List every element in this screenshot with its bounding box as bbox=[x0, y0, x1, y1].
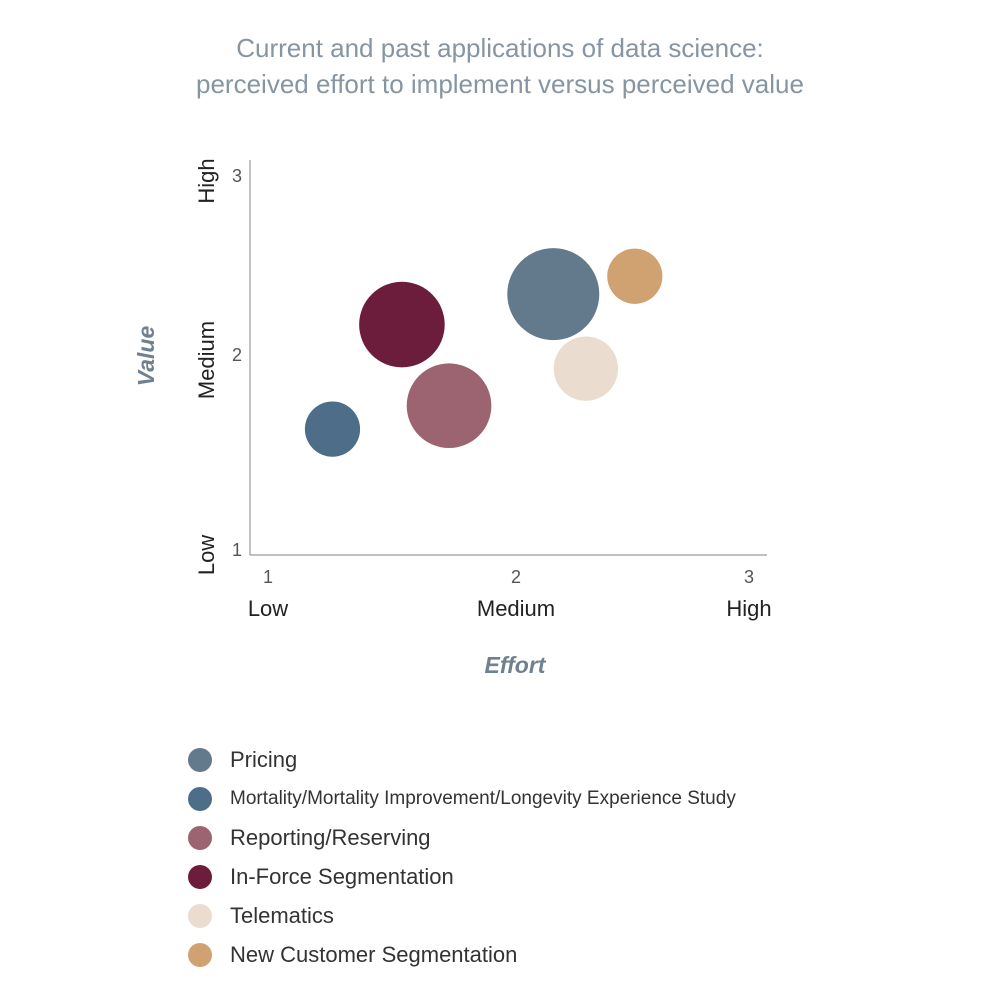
y-tick-label: High bbox=[194, 158, 219, 203]
x-tick-label: Low bbox=[248, 596, 288, 621]
bubble-point bbox=[304, 401, 361, 457]
legend-item: In-Force Segmentation bbox=[188, 857, 736, 896]
legend-swatch bbox=[188, 942, 212, 967]
x-tick-label: High bbox=[726, 596, 771, 621]
bubble-point bbox=[553, 336, 619, 401]
bubble-point bbox=[607, 248, 663, 304]
bubble-point bbox=[406, 363, 492, 449]
y-tick-label: Medium bbox=[194, 321, 219, 399]
chart-title-block: Current and past applications of data sc… bbox=[0, 30, 1000, 102]
x-tick-number: 2 bbox=[511, 567, 521, 587]
y-axis-label: Value bbox=[133, 326, 159, 387]
x-tick-number: 3 bbox=[744, 567, 754, 587]
legend-label: Telematics bbox=[230, 902, 334, 928]
x-axis-label: Effort bbox=[485, 652, 547, 678]
legend: Pricing Mortality/Mortality Improvement/L… bbox=[188, 740, 736, 974]
legend-label: New Customer Segmentation bbox=[230, 941, 518, 967]
chart-title: Current and past applications of data sc… bbox=[236, 33, 764, 63]
legend-item: Mortality/Mortality Improvement/Longevit… bbox=[188, 779, 736, 818]
legend-label: Mortality/Mortality Improvement/Longevit… bbox=[230, 787, 736, 809]
bubble-point bbox=[359, 281, 445, 368]
legend-label: In-Force Segmentation bbox=[230, 863, 454, 889]
chart-subtitle: perceived effort to implement versus per… bbox=[196, 69, 804, 99]
y-tick-number: 3 bbox=[232, 166, 242, 186]
y-tick-label: Low bbox=[194, 535, 219, 575]
x-tick-label: Medium bbox=[477, 596, 555, 621]
bubble-point bbox=[507, 248, 600, 341]
axes: 1 Low 2 Medium 3 High 1 Low 2 Medium 3 High bbox=[194, 158, 772, 621]
legend-label: Reporting/Reserving bbox=[230, 824, 431, 850]
x-tick-number: 1 bbox=[263, 567, 273, 587]
legend-swatch bbox=[188, 786, 212, 811]
y-tick-number: 2 bbox=[232, 345, 242, 365]
legend-swatch bbox=[188, 903, 212, 928]
legend-item: Pricing bbox=[188, 740, 736, 779]
legend-swatch bbox=[188, 825, 212, 850]
legend-label: Pricing bbox=[230, 746, 298, 772]
legend-item: Reporting/Reserving bbox=[188, 818, 736, 857]
legend-swatch bbox=[188, 747, 212, 772]
y-tick-number: 1 bbox=[232, 540, 242, 560]
legend-item: Telematics bbox=[188, 896, 736, 935]
bubbles bbox=[304, 248, 663, 457]
legend-swatch bbox=[188, 864, 212, 889]
legend-item: New Customer Segmentation bbox=[188, 935, 736, 974]
